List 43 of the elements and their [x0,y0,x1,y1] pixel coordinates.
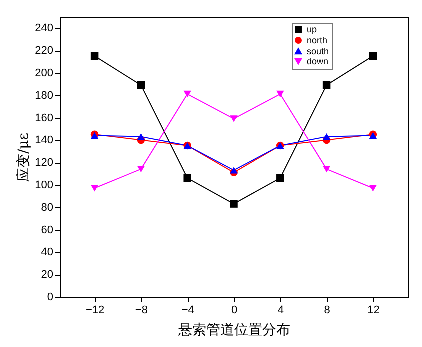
legend-label: up [307,24,318,34]
y-tick-label: 220 [35,45,54,58]
y-tick-label: 160 [35,112,54,124]
point [369,52,378,60]
point [137,81,146,90]
y-tick-label: 80 [41,202,54,214]
point [322,81,331,90]
point [276,174,284,182]
point [90,52,99,60]
y-tick-label: 40 [41,246,54,259]
y-tick-label: 100 [35,180,54,192]
point [322,133,331,140]
point [184,90,192,98]
point [137,166,146,173]
point [137,133,146,140]
point [230,200,238,208]
legend-label: south [307,46,330,56]
y-tick-label: 180 [35,90,54,102]
point [230,167,238,174]
y-tick-label: 60 [41,224,54,236]
x-axis-title: 悬索管道位置分布 [178,322,290,338]
x-tick-label: 0 [231,304,238,316]
y-tick-label: 0 [47,292,54,304]
x-tick-label: −4 [182,304,194,316]
point [322,166,331,173]
y-tick-label: 120 [35,157,54,170]
y-tick-label: 200 [35,68,54,80]
point [90,185,99,192]
y-axis-title: 应变/με [16,132,32,182]
point [276,90,284,98]
legend-label: north [307,36,328,46]
x-tick-label: 8 [324,304,330,316]
x-tick-label: −8 [135,304,148,316]
y-tick-label: 140 [35,134,54,147]
x-tick-label: −12 [86,304,105,316]
point [184,174,192,182]
x-tick-label: 12 [368,304,380,316]
point [230,116,238,122]
y-tick-label: 20 [41,269,54,282]
x-tick-label: 4 [278,304,284,316]
point [369,185,378,192]
y-tick-label: 240 [35,22,54,35]
legend-label: down [307,56,329,66]
